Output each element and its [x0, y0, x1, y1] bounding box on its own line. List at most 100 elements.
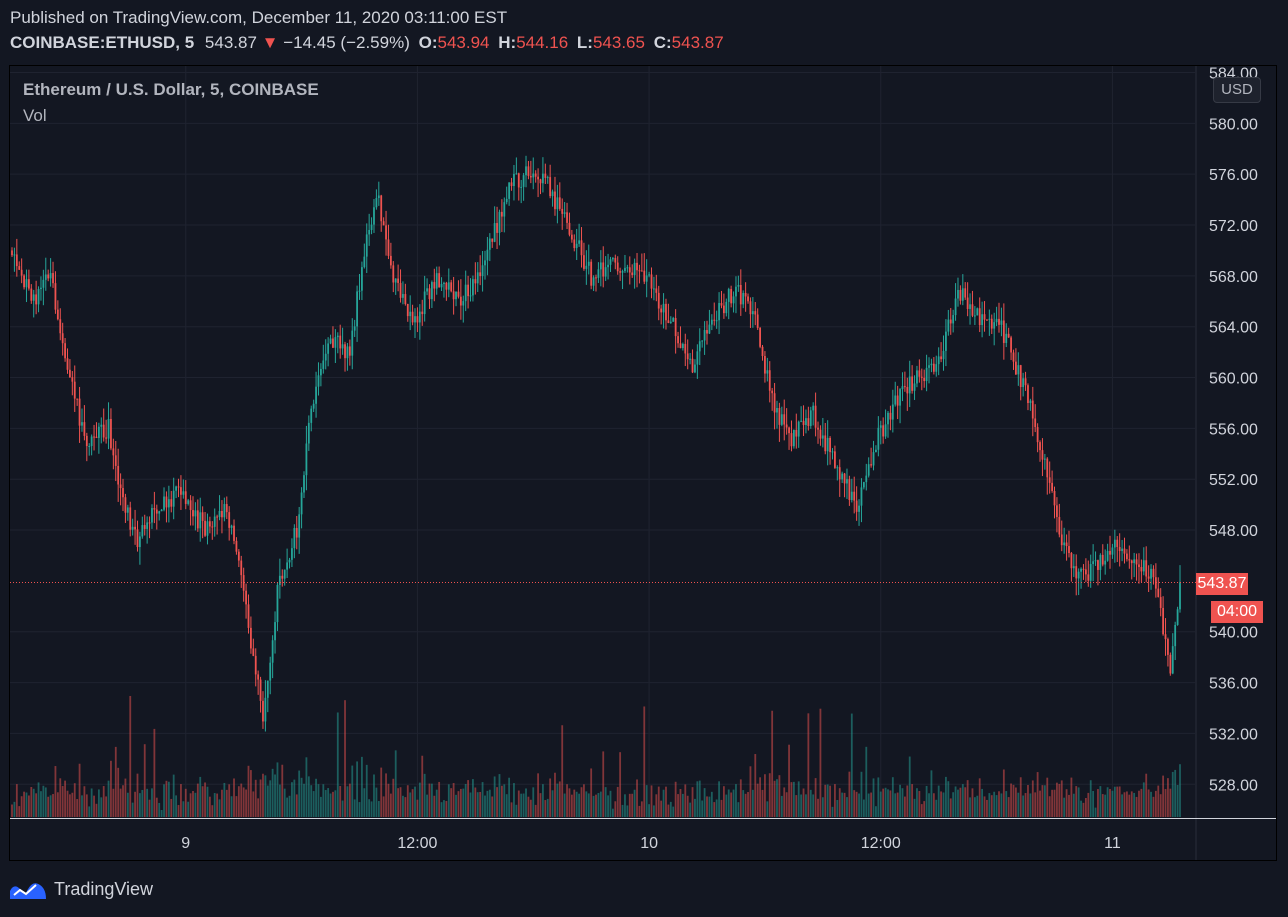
candle-body: [252, 648, 255, 656]
candle-body: [831, 451, 834, 453]
chart-frame: [9, 65, 1277, 861]
volume-bar: [1167, 778, 1169, 817]
candle-body: [1043, 458, 1046, 460]
volume-bar: [95, 803, 98, 817]
candle-body: [52, 273, 54, 284]
volume-bar: [1068, 794, 1070, 817]
price-change: −14.45 (−2.59%): [283, 33, 410, 52]
candle-body: [732, 296, 735, 304]
candle-body: [602, 262, 605, 277]
candle-body: [245, 590, 247, 605]
volume-bar: [1140, 788, 1143, 817]
volume-bar: [522, 793, 525, 817]
volume-bar: [780, 795, 783, 817]
volume-bar: [129, 695, 132, 817]
candle-body: [764, 356, 766, 374]
candle-body: [278, 575, 281, 585]
volume-bar: [40, 791, 42, 817]
candle-body: [163, 496, 165, 510]
volume-bar: [561, 725, 564, 817]
volume-bar: [686, 795, 689, 817]
volume-bar: [513, 783, 515, 817]
volume-bar: [1109, 788, 1111, 817]
candle-body: [1123, 548, 1126, 554]
volume-bar: [423, 773, 426, 817]
candle-body: [797, 421, 800, 437]
candle-body: [218, 510, 221, 518]
volume-bar: [718, 781, 720, 817]
volume-bar: [112, 788, 115, 817]
candle-body: [322, 360, 325, 369]
candle-body: [595, 277, 597, 279]
candle-body: [177, 486, 180, 488]
volume-bar: [829, 785, 831, 817]
candle-body: [751, 311, 754, 315]
candle-body: [404, 294, 407, 304]
candle-body: [640, 270, 643, 272]
volume-bar: [665, 786, 667, 817]
candle-body: [172, 490, 175, 507]
symbol-label: COINBASE:ETHUSD, 5: [10, 33, 195, 52]
volume-bar: [735, 784, 737, 817]
volume-bar: [723, 786, 725, 817]
volume-bar: [1058, 783, 1061, 817]
candle-body: [990, 318, 993, 329]
volume-bar: [824, 784, 827, 817]
candle-body: [488, 238, 491, 250]
candle-body: [291, 548, 293, 560]
candle-body: [1065, 542, 1068, 547]
volume-bar: [216, 793, 219, 817]
candle-body: [1010, 337, 1012, 353]
volume-bar: [1150, 791, 1152, 817]
brand[interactable]: TradingView: [8, 877, 153, 901]
volume-bar: [1092, 791, 1095, 817]
volume-bar: [124, 778, 127, 817]
candle-body: [776, 408, 778, 413]
volume-bar: [204, 782, 206, 817]
volume-bar: [1138, 790, 1140, 817]
candle-body: [1164, 634, 1167, 640]
volume-bar: [1116, 786, 1119, 817]
candle-body: [271, 640, 274, 663]
volume-bar: [1099, 786, 1102, 817]
candle-body: [274, 622, 276, 641]
volume-bar: [611, 808, 614, 817]
candle-body: [228, 512, 231, 528]
candle-body: [862, 482, 865, 488]
volume-bar: [208, 796, 211, 817]
candle-body: [93, 436, 95, 438]
candle-body: [356, 291, 358, 327]
candle-body: [609, 259, 612, 265]
volume-bar: [778, 775, 781, 817]
volume-bar: [853, 790, 856, 817]
volume-bar: [684, 784, 687, 817]
candle-body: [266, 680, 269, 698]
volume-bar: [385, 773, 387, 817]
volume-bar: [172, 774, 175, 817]
candle-body: [66, 358, 69, 370]
volume-bar: [49, 795, 52, 817]
candle-body: [341, 344, 344, 349]
volume-bar: [903, 796, 906, 817]
candle-body: [358, 290, 361, 292]
close-label: C:: [653, 33, 672, 52]
candle-body: [414, 316, 416, 323]
candle-body: [986, 319, 988, 321]
volume-bar: [136, 773, 139, 817]
open-value: 543.94: [437, 33, 490, 52]
volume-bar: [537, 773, 539, 817]
volume-bar: [862, 799, 865, 817]
candle-body: [925, 367, 928, 382]
candle-body: [213, 516, 216, 527]
volume-bar: [655, 794, 658, 817]
volume-bar: [785, 792, 788, 817]
volume-bar: [807, 713, 810, 817]
candle-body: [1068, 546, 1070, 553]
volume-bar: [18, 806, 21, 817]
volume-bar: [218, 799, 221, 817]
volume-bar: [266, 785, 269, 817]
volume-bar: [498, 774, 501, 817]
currency-button[interactable]: USD: [1213, 77, 1261, 103]
volume-bar: [730, 792, 733, 817]
